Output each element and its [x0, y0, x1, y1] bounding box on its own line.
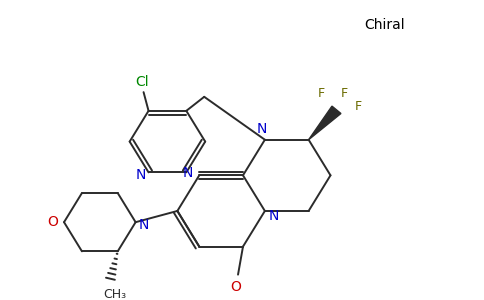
Text: Chiral: Chiral [364, 18, 405, 32]
Text: N: N [183, 166, 194, 179]
Text: N: N [269, 208, 279, 223]
Text: N: N [138, 218, 149, 232]
Text: F: F [341, 87, 348, 101]
Text: F: F [355, 100, 362, 112]
Text: N: N [257, 122, 267, 136]
Text: F: F [318, 87, 325, 101]
Text: Cl: Cl [135, 75, 149, 89]
Text: O: O [230, 280, 242, 294]
Text: N: N [136, 168, 146, 182]
Text: CH₃: CH₃ [103, 288, 126, 300]
Text: O: O [47, 215, 59, 229]
Polygon shape [309, 106, 341, 140]
